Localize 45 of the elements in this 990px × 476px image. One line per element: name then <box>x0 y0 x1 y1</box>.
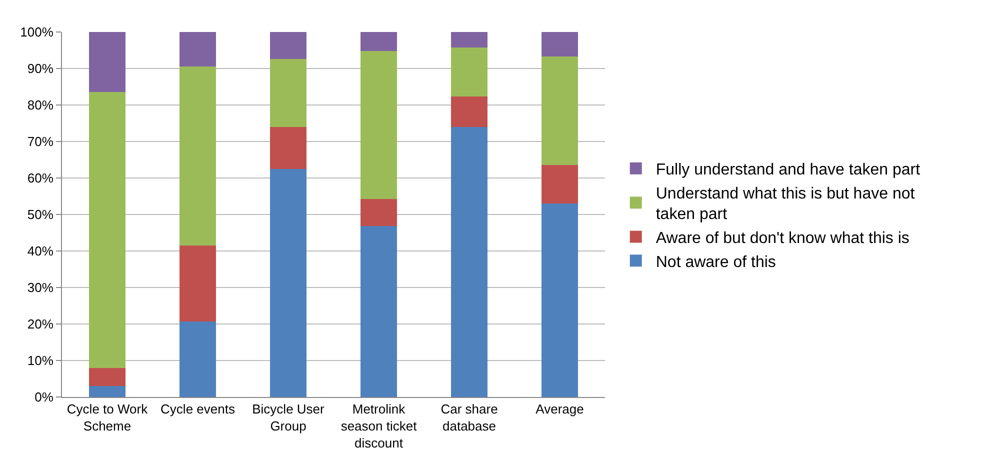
bar <box>451 47 488 97</box>
y-tick-label: 20% <box>27 316 54 332</box>
bar <box>180 32 216 66</box>
bar <box>360 199 397 226</box>
y-tick-label: 30% <box>27 280 54 296</box>
bar <box>360 226 397 397</box>
x-tick-label: Metrolink season ticket discount <box>340 402 418 450</box>
bar <box>542 165 578 204</box>
bar <box>360 50 397 200</box>
y-tick-label: 10% <box>27 353 54 368</box>
bar <box>89 32 126 92</box>
x-tick-label: Car share database <box>440 402 498 434</box>
bar <box>270 168 306 397</box>
legend-label: Fully understand and have taken part <box>656 162 921 179</box>
bar <box>270 126 306 169</box>
bar <box>542 204 578 397</box>
y-tick-label: 90% <box>27 61 54 76</box>
legend-label: Understand what this is but have not taken part <box>656 185 916 224</box>
bar <box>180 321 216 397</box>
bar <box>89 368 126 386</box>
legend-label: Aware of but don't know what this is <box>656 230 910 248</box>
x-tick-label: Cycle to Work Scheme <box>66 402 148 434</box>
x-tick-label: Average <box>536 402 584 417</box>
y-tick-label: 0% <box>34 390 54 405</box>
bar <box>89 92 126 368</box>
y-tick-label: 70% <box>27 134 54 150</box>
x-tick-label: Cycle events <box>160 402 236 417</box>
y-tick-label: 80% <box>27 98 54 113</box>
bar <box>180 66 216 246</box>
y-tick-label: 100% <box>20 24 54 40</box>
bar <box>542 32 578 56</box>
y-tick-label: 60% <box>27 170 54 186</box>
bar <box>89 386 126 397</box>
bar <box>360 32 397 51</box>
legend-label: Not aware of this <box>656 254 776 271</box>
y-tick-label: 50% <box>27 207 54 222</box>
bar <box>451 32 488 48</box>
bar <box>451 96 488 127</box>
bar <box>180 246 216 322</box>
bar <box>542 56 578 166</box>
bar <box>270 59 306 127</box>
y-tick-label: 40% <box>27 244 54 259</box>
bar <box>451 126 488 397</box>
x-tick-label: Bicycle User Group <box>252 402 326 434</box>
bar <box>270 32 306 60</box>
